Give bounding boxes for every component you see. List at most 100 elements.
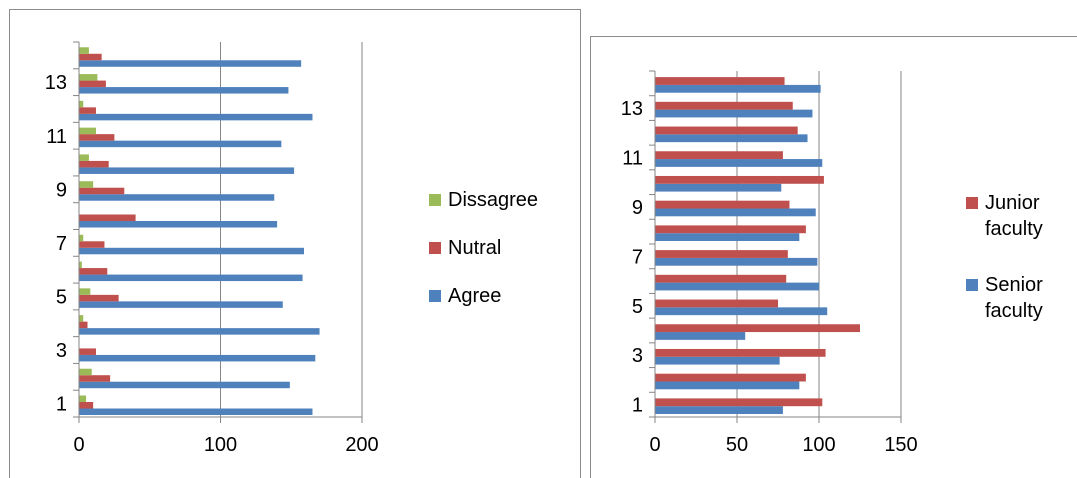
- bar-nutral-1: [79, 402, 94, 409]
- bar-dissagree-4: [79, 315, 84, 322]
- x-tick-label: 100: [802, 434, 835, 456]
- bar-nutral-3: [79, 348, 96, 355]
- bar-nutral-7: [79, 241, 105, 248]
- bar-agree-12: [79, 113, 313, 121]
- legend-label: Nutral: [448, 237, 501, 259]
- bar-nutral-5: [79, 294, 119, 302]
- legend-swatch: [966, 279, 978, 291]
- bar-agree-14: [79, 60, 302, 67]
- y-tick-label: 5: [632, 296, 643, 318]
- legend-label: Dissagree: [448, 189, 538, 211]
- bar-nutral-4: [79, 321, 88, 329]
- bar-dissagree-11: [79, 127, 96, 135]
- bar-junior-faculty-11: [655, 151, 783, 160]
- x-tick-label: 150: [884, 434, 917, 456]
- bar-junior-faculty-5: [655, 299, 778, 308]
- y-tick-label: 13: [45, 72, 67, 94]
- legend-label: Senior: [985, 274, 1043, 296]
- bar-nutral-9: [79, 187, 125, 195]
- bar-dissagree-1: [79, 395, 87, 402]
- bar-nutral-10: [79, 160, 109, 168]
- bar-nutral-2: [79, 375, 111, 382]
- bar-dissagree-12: [79, 100, 84, 108]
- bar-agree-5: [79, 301, 283, 308]
- bar-senior-faculty-2: [655, 381, 800, 390]
- y-tick-label: 1: [632, 395, 643, 417]
- legend-item: Senior faculty: [966, 274, 1043, 322]
- bar-junior-faculty-1: [655, 398, 823, 407]
- bar-junior-faculty-3: [655, 348, 826, 357]
- bar-dissagree-13: [79, 74, 98, 81]
- bar-junior-faculty-4: [655, 324, 860, 333]
- legend-item: Junior faculty: [966, 192, 1043, 240]
- bar-agree-8: [79, 221, 278, 228]
- legend-swatch: [429, 290, 441, 302]
- bar-senior-faculty-5: [655, 307, 828, 316]
- legend-item: Dissagree: [429, 189, 538, 211]
- x-tick-label: 0: [73, 434, 84, 456]
- bar-nutral-13: [79, 80, 106, 88]
- bar-agree-1: [79, 408, 313, 415]
- bar-nutral-14: [79, 53, 102, 61]
- right-chart-border: [590, 36, 1077, 478]
- legend-swatch: [429, 242, 441, 254]
- legend-label: faculty: [985, 300, 1043, 322]
- bar-junior-faculty-6: [655, 274, 787, 283]
- bar-junior-faculty-13: [655, 101, 793, 110]
- bar-agree-6: [79, 274, 303, 282]
- bar-dissagree-14: [79, 47, 89, 54]
- bar-agree-4: [79, 328, 320, 335]
- bar-senior-faculty-4: [655, 332, 746, 340]
- bar-senior-faculty-10: [655, 183, 782, 192]
- y-tick-label: 9: [56, 179, 67, 201]
- legend-item: Agree: [429, 285, 501, 307]
- bar-dissagree-10: [79, 154, 89, 161]
- bar-dissagree-7: [79, 234, 84, 242]
- legend-swatch: [429, 194, 441, 206]
- y-tick-label: 3: [632, 345, 643, 367]
- bar-junior-faculty-9: [655, 200, 790, 209]
- bar-junior-faculty-14: [655, 77, 785, 85]
- bar-dissagree-5: [79, 288, 91, 295]
- bar-nutral-11: [79, 134, 115, 141]
- legend-item: Nutral: [429, 237, 501, 259]
- y-tick-label: 11: [46, 126, 67, 148]
- bar-junior-faculty-10: [655, 175, 824, 184]
- bar-senior-faculty-6: [655, 282, 819, 291]
- bar-agree-10: [79, 167, 295, 174]
- bar-junior-faculty-8: [655, 225, 806, 234]
- y-tick-label: 9: [632, 197, 643, 219]
- bar-agree-3: [79, 354, 316, 362]
- x-tick-label: 0: [649, 434, 660, 456]
- y-tick-label: 13: [621, 98, 643, 120]
- bar-senior-faculty-8: [655, 233, 800, 241]
- legend-swatch: [966, 197, 978, 209]
- bar-senior-faculty-11: [655, 159, 823, 167]
- bar-agree-9: [79, 194, 275, 201]
- bar-senior-faculty-9: [655, 208, 816, 217]
- y-tick-label: 3: [56, 340, 67, 362]
- left-chart-border: [9, 9, 581, 478]
- x-tick-label: 50: [726, 434, 748, 456]
- legend-label: Agree: [448, 285, 501, 307]
- bar-senior-faculty-3: [655, 356, 780, 365]
- bar-agree-7: [79, 247, 304, 255]
- bar-junior-faculty-12: [655, 126, 798, 135]
- bar-agree-11: [79, 140, 282, 148]
- legend-label: faculty: [985, 218, 1043, 240]
- bar-nutral-8: [79, 214, 136, 221]
- y-tick-label: 5: [56, 286, 67, 308]
- bar-junior-faculty-2: [655, 373, 806, 382]
- y-tick-label: 7: [56, 233, 67, 255]
- y-tick-label: 1: [56, 394, 67, 416]
- bar-nutral-6: [79, 268, 108, 275]
- y-tick-label: 7: [632, 246, 643, 268]
- bar-dissagree-9: [79, 181, 94, 188]
- bar-senior-faculty-13: [655, 109, 813, 118]
- bar-agree-2: [79, 381, 290, 389]
- bar-senior-faculty-12: [655, 134, 808, 143]
- bar-dissagree-2: [79, 368, 92, 376]
- bar-senior-faculty-1: [655, 406, 783, 414]
